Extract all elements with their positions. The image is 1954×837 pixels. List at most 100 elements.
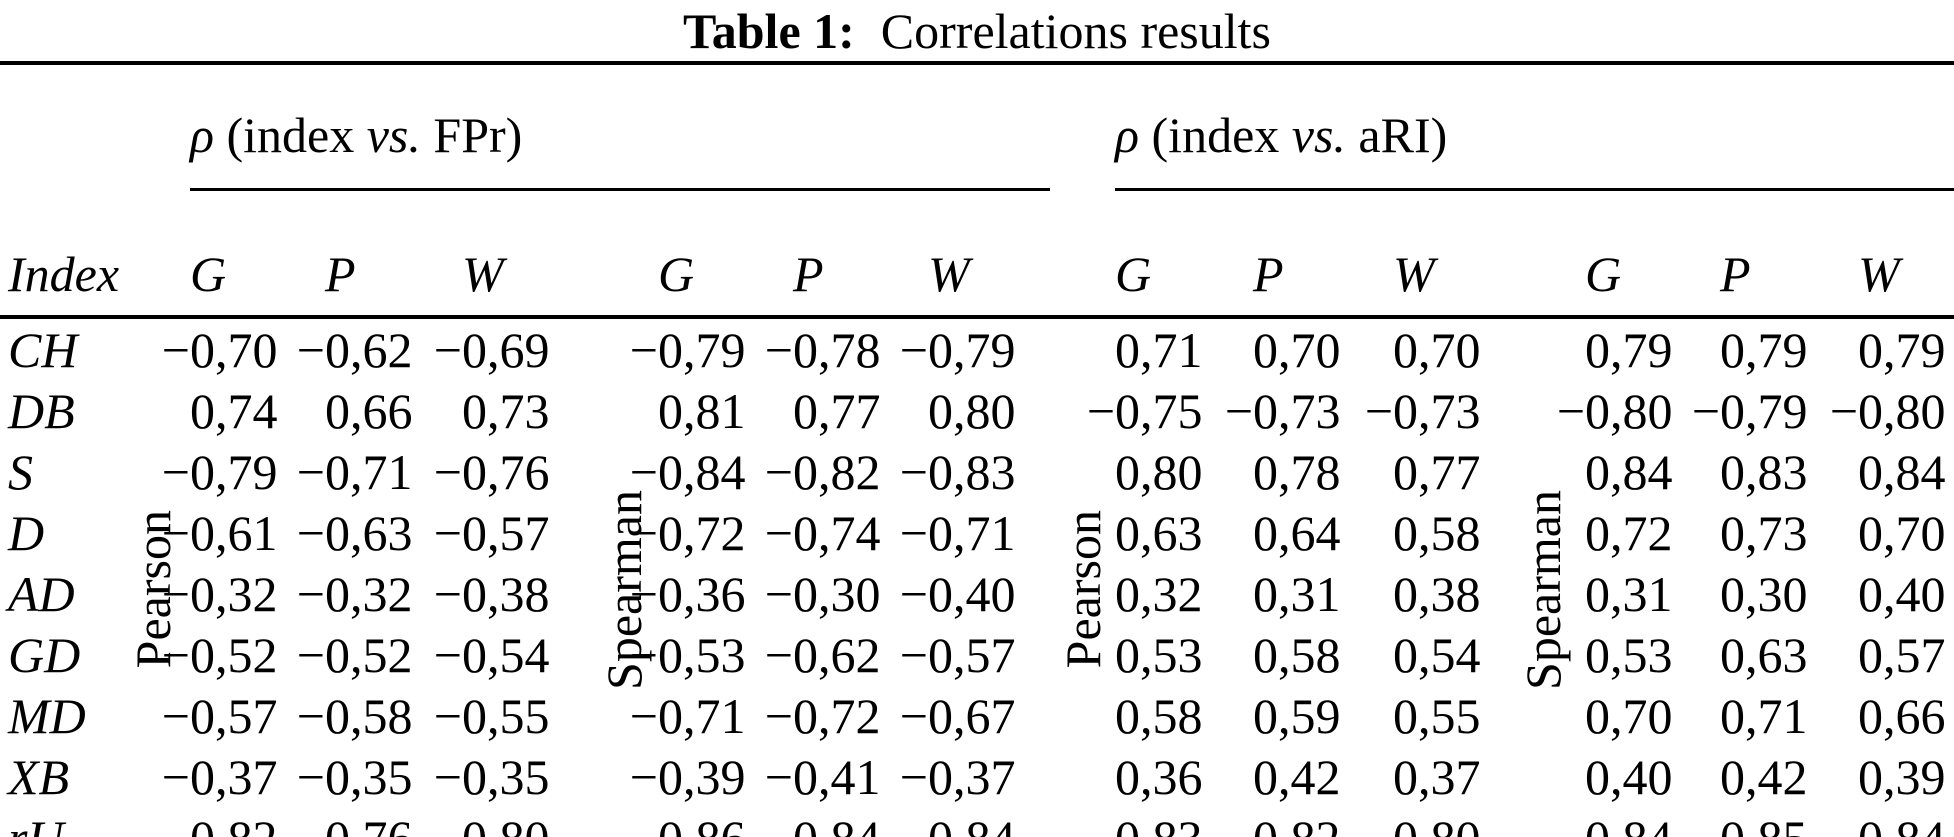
minus-sign: −	[764, 321, 793, 378]
column-header-g: G	[190, 189, 325, 319]
minus-sign: −	[433, 748, 462, 805]
value-cell: 0,70	[1858, 504, 1946, 561]
caption-label: Table 1:	[682, 2, 855, 59]
value-cell: −0,30	[764, 565, 881, 622]
value-cell: 0,53	[1115, 626, 1203, 683]
value-cell: 0,54	[1393, 626, 1481, 683]
vs-label: vs.	[366, 107, 421, 163]
minus-sign: −	[161, 748, 190, 805]
minus-sign: −	[433, 321, 462, 378]
minus-sign: −	[1086, 382, 1116, 439]
value-cell: −0,37	[899, 748, 1016, 805]
value-cell: −0,32	[161, 565, 278, 622]
minus-sign: −	[1556, 382, 1586, 439]
value-cell: 0,63	[1115, 504, 1203, 561]
minus-sign: −	[1557, 813, 1585, 837]
value-cell: 0,57	[1858, 626, 1946, 683]
minus-sign: −	[161, 504, 190, 561]
value-cell: 0,39	[1858, 748, 1946, 805]
minus-sign: −	[629, 565, 658, 622]
minus-sign: −	[1692, 813, 1720, 837]
value-cell: 0,42	[1253, 748, 1341, 805]
value-cell: −0,55	[433, 687, 550, 744]
value-cell: 0,58	[1115, 687, 1203, 744]
value-cell: 0,74	[190, 382, 278, 439]
minus-sign: −	[1364, 382, 1394, 439]
value-cell: −0,70	[161, 321, 278, 378]
value-cell: 0,71	[1720, 687, 1808, 744]
value-cell: −0,72	[764, 687, 881, 744]
table-row: DB 0,74 0,66 0,73 0,81 0,77 0,80 −0,75 −0,73 −0,7…	[0, 380, 1954, 441]
column-header-spacer	[590, 189, 658, 319]
minus-sign: −	[899, 565, 928, 622]
group-header-fpr: ρ (index vs. FPr)	[190, 63, 1051, 191]
row-label: AD	[8, 565, 75, 622]
value-cell: −0,62	[296, 321, 413, 378]
minus-sign: −	[899, 687, 928, 744]
value-cell: −0,57	[161, 687, 278, 744]
value-cell: 0,84	[1858, 443, 1946, 500]
row-label: D	[8, 504, 45, 561]
value-cell: 0,42	[1720, 748, 1808, 805]
value-cell: −0,82	[1225, 807, 1393, 837]
row-label: GD	[8, 626, 81, 683]
column-header-p: P	[1720, 189, 1859, 319]
value-cell: −0,84	[1830, 807, 1954, 837]
minus-sign: −	[899, 443, 928, 500]
minus-sign: −	[161, 443, 190, 500]
row-label: MD	[8, 687, 86, 744]
value-cell: 0,59	[1253, 687, 1341, 744]
value-cell: 0,70	[1393, 321, 1481, 378]
value-cell: −0,40	[899, 565, 1016, 622]
minus-sign: −	[764, 443, 793, 500]
table-row: MD −0,57−0,58−0,55−0,71−0,72−0,67 0,58 0,59…	[0, 685, 1954, 746]
value-cell: −0,35	[296, 748, 413, 805]
value-cell: 0,31	[1585, 565, 1673, 622]
value-cell: 0,31	[1253, 565, 1341, 622]
value-cell: −0,73	[1224, 382, 1341, 439]
value-cell: −0,37	[161, 748, 278, 805]
value-cell: 0,77	[1393, 443, 1481, 500]
minus-sign: −	[899, 504, 928, 561]
value-cell: 0,53	[1585, 626, 1673, 683]
value-cell: −0,80	[1556, 382, 1673, 439]
value-cell: −0,67	[899, 687, 1016, 744]
column-header-g: G	[658, 189, 793, 319]
table-row: D −0,61−0,63−0,57−0,72−0,74−0,71 0,63 0,64 0…	[0, 502, 1954, 563]
value-cell: −0,71	[899, 504, 1016, 561]
table-row: AD −0,32−0,32−0,38−0,36−0,30−0,40 0,32 0,31…	[0, 563, 1954, 624]
value-cell: −0,78	[764, 321, 881, 378]
column-header-w: W	[928, 189, 1051, 319]
minus-sign: −	[161, 626, 190, 683]
minus-sign: −	[296, 504, 325, 561]
value-cell: 0,73	[1720, 504, 1808, 561]
value-cell: 0,40	[1585, 748, 1673, 805]
value-cell: −0,61	[161, 504, 278, 561]
minus-sign: −	[296, 321, 325, 378]
value-cell: −0,63	[296, 504, 413, 561]
value-cell: −0,36	[629, 565, 746, 622]
group-header-fpr-text: (index	[214, 107, 367, 163]
value-cell: 0,58	[1253, 626, 1341, 683]
column-header-p: P	[325, 189, 462, 319]
vs-label: vs.	[1291, 107, 1346, 163]
table-caption: Table 1: Correlations results	[0, 0, 1954, 61]
value-cell: −0,62	[764, 626, 881, 683]
minus-sign: −	[296, 443, 325, 500]
value-cell: 0,86	[658, 807, 793, 837]
group-header-ari: ρ (index vs. aRI)	[1115, 63, 1954, 191]
row-label: DB	[8, 382, 75, 439]
value-cell: −0,80	[1365, 807, 1500, 837]
row-label: CH	[8, 321, 78, 378]
value-cell: −0,57	[899, 626, 1016, 683]
minus-sign: −	[433, 565, 462, 622]
correlations-table: ρ (index vs. FPr) ρ (index vs. aRI) Inde…	[0, 61, 1954, 837]
minus-sign: −	[764, 504, 793, 561]
minus-sign: −	[629, 321, 658, 378]
value-cell: 0,37	[1393, 748, 1481, 805]
value-cell: −0,53	[629, 626, 746, 683]
value-cell: −0,83	[1087, 807, 1253, 837]
value-cell: −0,82	[764, 443, 881, 500]
value-cell: −0,84	[1557, 807, 1720, 837]
